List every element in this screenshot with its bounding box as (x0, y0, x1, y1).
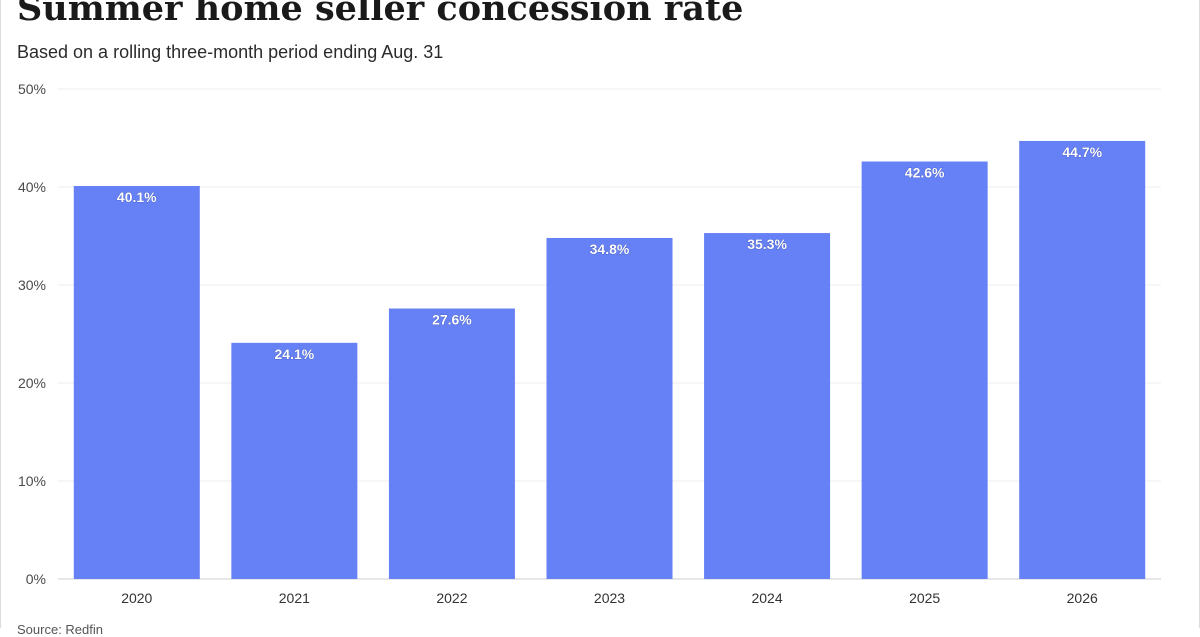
bar-2020 (73, 186, 200, 579)
bar-2026 (1019, 140, 1146, 579)
x-tick-label: 2026 (1067, 590, 1098, 606)
x-tick-label: 2021 (279, 590, 310, 606)
chart-title: Summer home seller concession rate (17, 0, 744, 29)
x-tick-label: 2020 (121, 590, 152, 606)
data-label: 44.7% (1062, 144, 1102, 160)
x-tick-label: 2022 (436, 590, 467, 606)
bar-2023 (546, 237, 673, 579)
y-tick-label: 40% (18, 179, 46, 195)
x-tick-label: 2025 (909, 590, 940, 606)
bar-2022 (388, 308, 515, 579)
data-label: 34.8% (590, 241, 630, 257)
bar-2025 (861, 161, 988, 579)
x-tick-label: 2023 (594, 590, 625, 606)
bars (73, 140, 1146, 579)
data-label: 40.1% (117, 189, 157, 205)
y-tick-label: 50% (18, 81, 46, 97)
y-axis-ticks: 0% 10% 20% 30% 40% 50% (18, 81, 46, 587)
data-label: 35.3% (747, 236, 787, 252)
data-label: 42.6% (905, 165, 945, 181)
bar-2024 (704, 233, 831, 579)
bar-2021 (231, 342, 358, 579)
data-label: 27.6% (432, 312, 472, 328)
y-tick-label: 10% (18, 473, 46, 489)
y-tick-label: 30% (18, 277, 46, 293)
chart-subtitle: Based on a rolling three-month period en… (17, 42, 444, 62)
x-tick-label: 2024 (751, 590, 782, 606)
y-tick-label: 20% (18, 375, 46, 391)
y-tick-label: 0% (26, 571, 46, 587)
x-axis-ticks: 2020 2021 2022 2023 2024 2025 2026 (121, 590, 1098, 606)
data-label: 24.1% (275, 346, 315, 362)
data-labels: 40.1% 24.1% 27.6% 34.8% 35.3% 42.6% 44.7% (117, 144, 1103, 362)
